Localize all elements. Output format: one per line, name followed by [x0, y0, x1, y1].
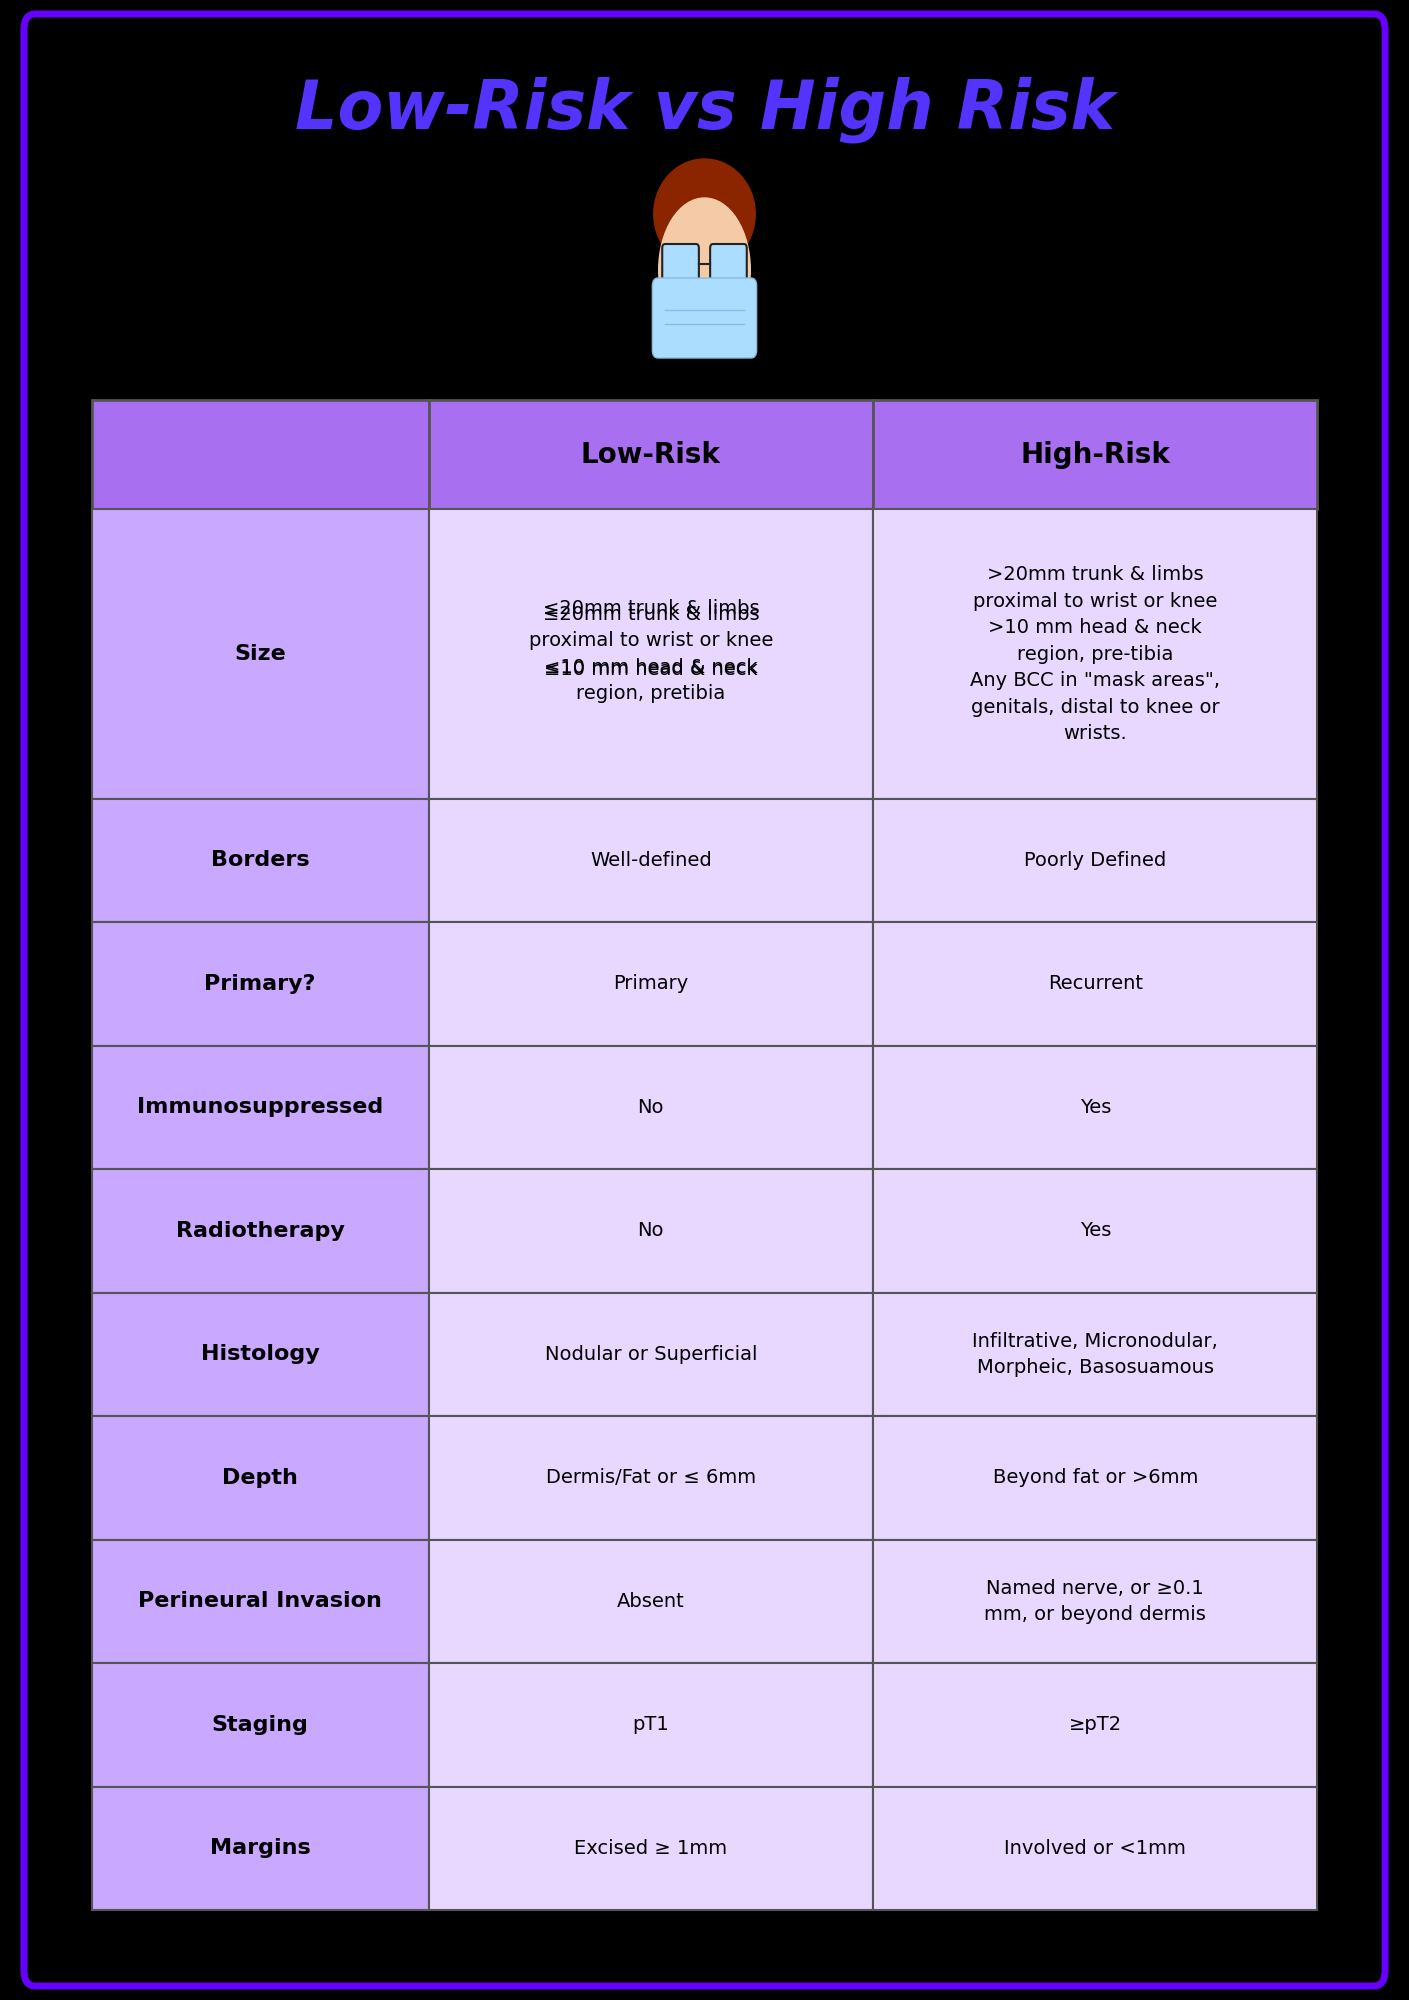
FancyBboxPatch shape	[710, 244, 747, 284]
Text: Absent: Absent	[617, 1592, 685, 1610]
FancyBboxPatch shape	[874, 1170, 1317, 1292]
Text: Size: Size	[234, 644, 286, 664]
FancyBboxPatch shape	[92, 1292, 428, 1416]
FancyBboxPatch shape	[92, 400, 428, 510]
FancyBboxPatch shape	[874, 1416, 1317, 1540]
Text: Poorly Defined: Poorly Defined	[1024, 850, 1167, 870]
FancyBboxPatch shape	[428, 1046, 874, 1170]
FancyBboxPatch shape	[92, 922, 428, 1046]
Text: Excised ≥ 1mm: Excised ≥ 1mm	[575, 1838, 727, 1858]
FancyBboxPatch shape	[874, 400, 1317, 510]
FancyBboxPatch shape	[92, 1046, 428, 1170]
FancyBboxPatch shape	[428, 1540, 874, 1664]
Text: Histology: Histology	[200, 1344, 320, 1364]
Text: ≤10 mm head & neck: ≤10 mm head & neck	[534, 660, 768, 678]
Text: >20mm trunk & limbs
proximal to wrist or knee
>10 mm head & neck
region, pre-tib: >20mm trunk & limbs proximal to wrist or…	[971, 566, 1220, 744]
FancyBboxPatch shape	[428, 1786, 874, 1910]
Text: ≥pT2: ≥pT2	[1068, 1716, 1122, 1734]
FancyBboxPatch shape	[24, 14, 1385, 1986]
FancyBboxPatch shape	[428, 1170, 874, 1292]
FancyBboxPatch shape	[92, 1170, 428, 1292]
FancyBboxPatch shape	[874, 1786, 1317, 1910]
FancyBboxPatch shape	[428, 400, 874, 510]
Text: ≤20mm trunk & limbs: ≤20mm trunk & limbs	[531, 600, 771, 618]
Text: Low-Risk vs High Risk: Low-Risk vs High Risk	[294, 76, 1115, 144]
Text: pT1: pT1	[633, 1716, 669, 1734]
Text: Beyond fat or >6mm: Beyond fat or >6mm	[992, 1468, 1198, 1488]
Text: Well-defined: Well-defined	[590, 850, 712, 870]
Text: High-Risk: High-Risk	[1020, 440, 1169, 468]
Text: Nodular or Superficial: Nodular or Superficial	[545, 1344, 757, 1364]
Text: Staging: Staging	[211, 1714, 309, 1734]
Text: Radiotherapy: Radiotherapy	[176, 1220, 345, 1240]
Ellipse shape	[654, 160, 755, 268]
Text: Dermis/Fat or ≤ 6mm: Dermis/Fat or ≤ 6mm	[545, 1468, 757, 1488]
Text: Borders: Borders	[211, 850, 310, 870]
Ellipse shape	[659, 198, 751, 342]
FancyBboxPatch shape	[428, 798, 874, 922]
Text: Primary?: Primary?	[204, 974, 316, 994]
FancyBboxPatch shape	[874, 1664, 1317, 1786]
FancyBboxPatch shape	[92, 1416, 428, 1540]
FancyBboxPatch shape	[428, 922, 874, 1046]
FancyBboxPatch shape	[874, 798, 1317, 922]
Text: No: No	[638, 1098, 664, 1116]
FancyBboxPatch shape	[874, 1292, 1317, 1416]
FancyBboxPatch shape	[92, 1540, 428, 1664]
Text: Depth: Depth	[223, 1468, 299, 1488]
Text: Immunosuppressed: Immunosuppressed	[137, 1098, 383, 1118]
FancyBboxPatch shape	[874, 1046, 1317, 1170]
Text: Perineural Invasion: Perineural Invasion	[138, 1592, 382, 1612]
Text: ≤20mm trunk & limbs: ≤20mm trunk & limbs	[542, 600, 759, 618]
Text: Recurrent: Recurrent	[1048, 974, 1143, 994]
FancyBboxPatch shape	[874, 1540, 1317, 1664]
Text: Primary: Primary	[613, 974, 689, 994]
FancyBboxPatch shape	[92, 1664, 428, 1786]
FancyBboxPatch shape	[428, 510, 874, 798]
Text: Named nerve, or ≥0.1
mm, or beyond dermis: Named nerve, or ≥0.1 mm, or beyond dermi…	[985, 1578, 1206, 1624]
FancyBboxPatch shape	[92, 798, 428, 922]
Text: ≤20mm trunk & limbs
proximal to wrist or knee
≤10 mm head & neck
region, pretibi: ≤20mm trunk & limbs proximal to wrist or…	[528, 604, 774, 704]
FancyBboxPatch shape	[662, 244, 699, 284]
FancyBboxPatch shape	[92, 1786, 428, 1910]
FancyBboxPatch shape	[428, 1664, 874, 1786]
Text: Infiltrative, Micronodular,
Morpheic, Basosuamous: Infiltrative, Micronodular, Morpheic, Ba…	[972, 1332, 1219, 1378]
Text: Low-Risk: Low-Risk	[581, 440, 721, 468]
Text: Involved or <1mm: Involved or <1mm	[1005, 1838, 1186, 1858]
FancyBboxPatch shape	[92, 510, 428, 798]
Text: Yes: Yes	[1079, 1222, 1110, 1240]
FancyBboxPatch shape	[874, 510, 1317, 798]
Text: Yes: Yes	[1079, 1098, 1110, 1116]
Text: ≤10 mm head & neck: ≤10 mm head & neck	[544, 660, 758, 678]
FancyBboxPatch shape	[652, 278, 757, 358]
Text: Margins: Margins	[210, 1838, 310, 1858]
Text: No: No	[638, 1222, 664, 1240]
FancyBboxPatch shape	[874, 922, 1317, 1046]
FancyBboxPatch shape	[428, 1416, 874, 1540]
FancyBboxPatch shape	[428, 1292, 874, 1416]
